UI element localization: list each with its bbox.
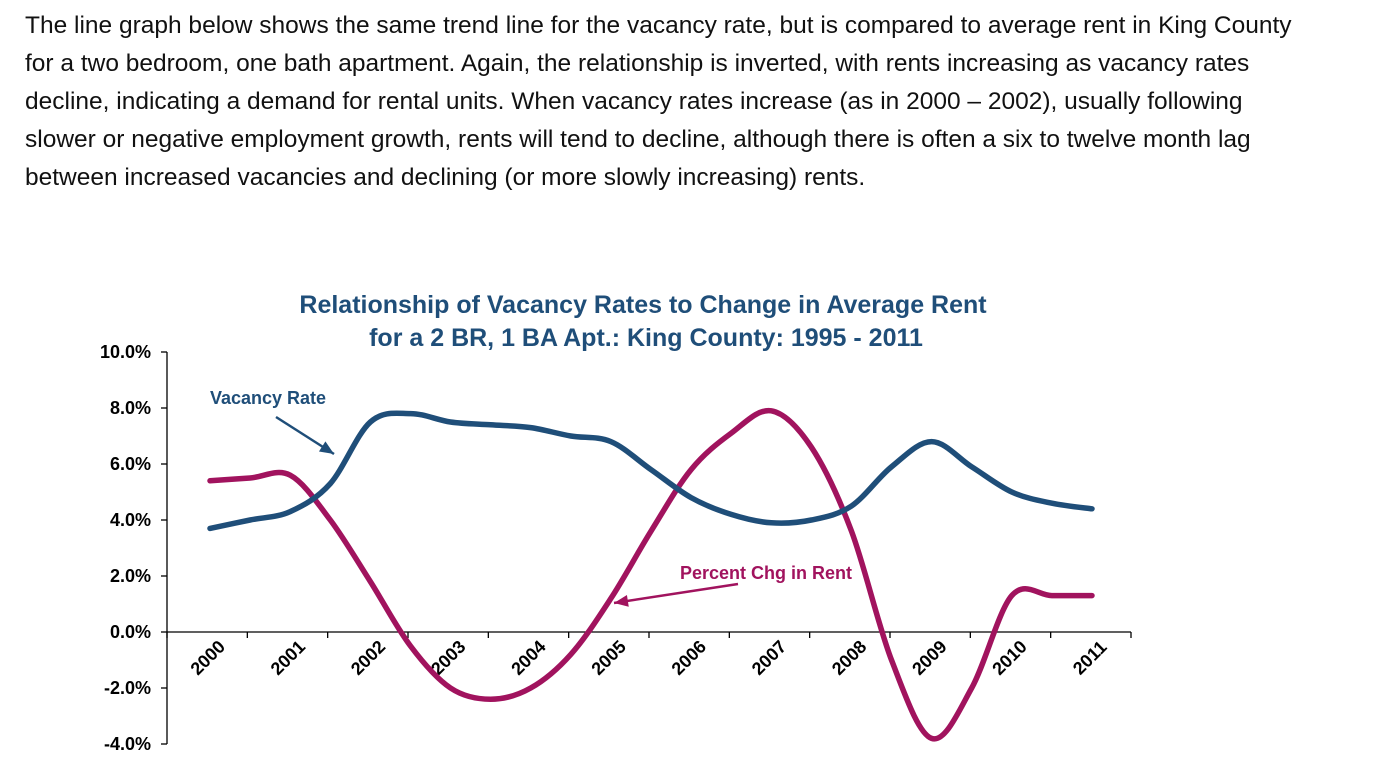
x-tick-label: 2006 [668,637,710,679]
x-tick-label: 2001 [267,637,309,679]
x-tick-label: 2010 [988,637,1030,679]
annotations: Vacancy Rate Percent Chg in Rent [210,388,852,607]
x-tick-label: 2008 [828,637,870,679]
y-tick-label: 10.0% [100,342,151,362]
y-tick-label: 6.0% [110,454,151,474]
x-tick-label: 2007 [748,637,790,679]
vacancy-rent-chart: Relationship of Vacancy Rates to Change … [100,291,1132,754]
y-tick-label: 0.0% [110,622,151,642]
percent-chg-in-rent-line [207,407,1095,742]
x-tick-label: 2000 [187,637,229,679]
y-tick-label: -4.0% [104,734,151,754]
vacancy-rate-annotation: Vacancy Rate [210,388,326,408]
x-tick-label: 2009 [908,637,950,679]
chart-subtitle: for a 2 BR, 1 BA Apt.: King County: 1995… [369,324,923,352]
y-tick-label: 4.0% [110,510,151,530]
y-tick-label: -2.0% [104,678,151,698]
y-tick-label: 8.0% [110,398,151,418]
chart-axes [166,352,1131,744]
y-axis-ticks: 10.0% 8.0% 6.0% 4.0% 2.0% 0.0% -2.0% -4.0% [100,342,167,754]
vacancy-rate-line [207,410,1095,532]
series-lines [207,407,1095,742]
x-tick-label: 2002 [347,637,389,679]
percent-chg-in-rent-arrow-line [613,582,739,605]
x-tick-label: 2005 [587,637,629,679]
percent-chg-in-rent-arrow-head [614,594,629,607]
x-tick-label: 2004 [507,637,549,679]
vacancy-rate-arrow-head [318,441,334,454]
percent-chg-in-rent-annotation: Percent Chg in Rent [680,563,852,583]
x-tick-label: 2011 [1069,637,1111,679]
intro-paragraph: The line graph below shows the same tren… [25,12,1292,191]
y-tick-label: 2.0% [110,566,151,586]
chart-title: Relationship of Vacancy Rates to Change … [299,291,987,319]
